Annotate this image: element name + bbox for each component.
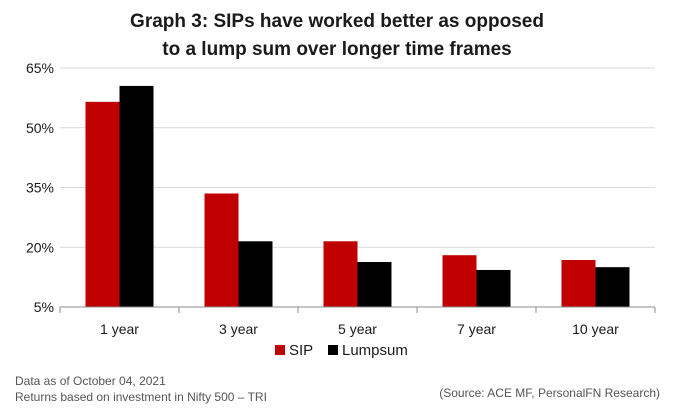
bar-lumpsum-1-year — [119, 85, 154, 307]
source-note: (Source: ACE MF, PersonalFN Research) — [439, 386, 660, 400]
legend-label-lumpsum: Lumpsum — [342, 342, 408, 359]
bar-lumpsum-5-year — [357, 261, 392, 307]
legend-swatch-sip — [275, 345, 285, 355]
y-axis-tick-labels: 5% 20% 35% 50% 65% — [26, 60, 54, 315]
bar-sip-5-year — [323, 241, 358, 307]
bar-sip-7-year — [442, 255, 477, 307]
legend-label-sip: SIP — [289, 342, 313, 359]
bar-sip-10-year — [561, 259, 596, 307]
x-axis-tick-labels: 1 year 3 year 5 year 7 year 10 year — [100, 321, 619, 337]
y-tick-label: 50% — [26, 120, 54, 136]
y-tick-label: 20% — [26, 239, 54, 255]
y-tick-label: 35% — [26, 180, 54, 196]
x-axis — [59, 306, 656, 313]
data-basis-note: Returns based on investment in Nifty 500… — [15, 390, 267, 404]
chart-title-line-1: Graph 3: SIPs have worked better as oppo… — [130, 11, 544, 32]
bars — [85, 85, 630, 307]
y-tick-label: 65% — [26, 60, 54, 76]
bar-sip-3-year — [204, 193, 239, 307]
y-tick-label: 5% — [34, 299, 54, 315]
x-tick-label: 7 year — [457, 321, 496, 337]
x-tick-label: 10 year — [572, 321, 619, 337]
bar-lumpsum-10-year — [595, 267, 630, 307]
bar-sip-1-year — [85, 101, 120, 307]
chart-title-line-2: to a lump sum over longer time frames — [162, 39, 511, 60]
x-tick-label: 5 year — [338, 321, 377, 337]
x-tick-label: 3 year — [219, 321, 258, 337]
legend: SIP Lumpsum — [275, 342, 408, 359]
bar-lumpsum-7-year — [476, 269, 511, 307]
bar-lumpsum-3-year — [238, 241, 273, 307]
data-date-note: Data as of October 04, 2021 — [15, 374, 166, 388]
x-tick-label: 1 year — [100, 321, 139, 337]
legend-swatch-lumpsum — [328, 345, 338, 355]
